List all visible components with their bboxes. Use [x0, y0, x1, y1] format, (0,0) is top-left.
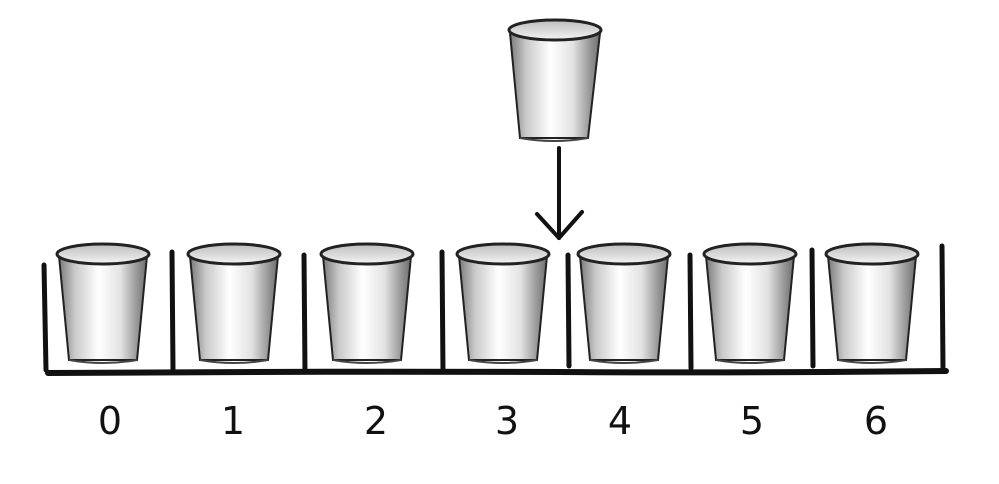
cup-slot-0 — [55, 242, 151, 364]
slot-labels: 0 1 2 3 4 5 6 — [98, 399, 888, 443]
slot-dividers — [41, 243, 946, 375]
slot-label: 5 — [740, 399, 764, 443]
cup-slot-2 — [319, 242, 415, 364]
cup-body — [321, 255, 413, 361]
cup-slot-5 — [702, 242, 798, 364]
slot-label: 3 — [495, 399, 519, 443]
cup-rim — [576, 242, 672, 266]
cup-body — [457, 255, 549, 361]
cup-body — [826, 255, 918, 361]
cup-body — [578, 255, 670, 361]
divider-4 — [565, 252, 572, 369]
divider-7 — [939, 243, 946, 373]
divider-2 — [301, 252, 308, 375]
cup-rim — [186, 242, 282, 266]
shelf-line — [45, 368, 949, 376]
cup-slot-4 — [576, 242, 672, 364]
divider-0 — [41, 262, 49, 373]
insert-arrow — [535, 146, 584, 240]
cup-body — [57, 255, 149, 361]
cup-body — [188, 255, 280, 361]
cup-slot-6 — [824, 242, 920, 364]
cup-body — [704, 255, 796, 361]
arrow-head — [535, 210, 584, 240]
divider-1 — [169, 249, 176, 373]
divider-6 — [809, 247, 816, 369]
slot-label: 0 — [98, 399, 122, 443]
divider-5 — [687, 252, 694, 371]
cup-slot-3 — [455, 242, 551, 364]
slot-label: 6 — [864, 399, 888, 443]
divider-3 — [439, 249, 446, 375]
cup-rim — [702, 242, 798, 266]
incoming-cup-body — [508, 32, 602, 139]
cup-rim — [455, 242, 551, 266]
cup-rim — [55, 242, 151, 266]
slot-label: 4 — [608, 399, 632, 443]
incoming-cup-rim — [507, 18, 603, 42]
cup-rim — [824, 242, 920, 266]
slot-label: 1 — [221, 399, 245, 443]
shelf-cups — [55, 242, 920, 364]
slot-label: 2 — [364, 399, 388, 443]
cup-rim — [319, 242, 415, 266]
cup-slot-1 — [186, 242, 282, 364]
incoming-cup — [507, 18, 603, 142]
